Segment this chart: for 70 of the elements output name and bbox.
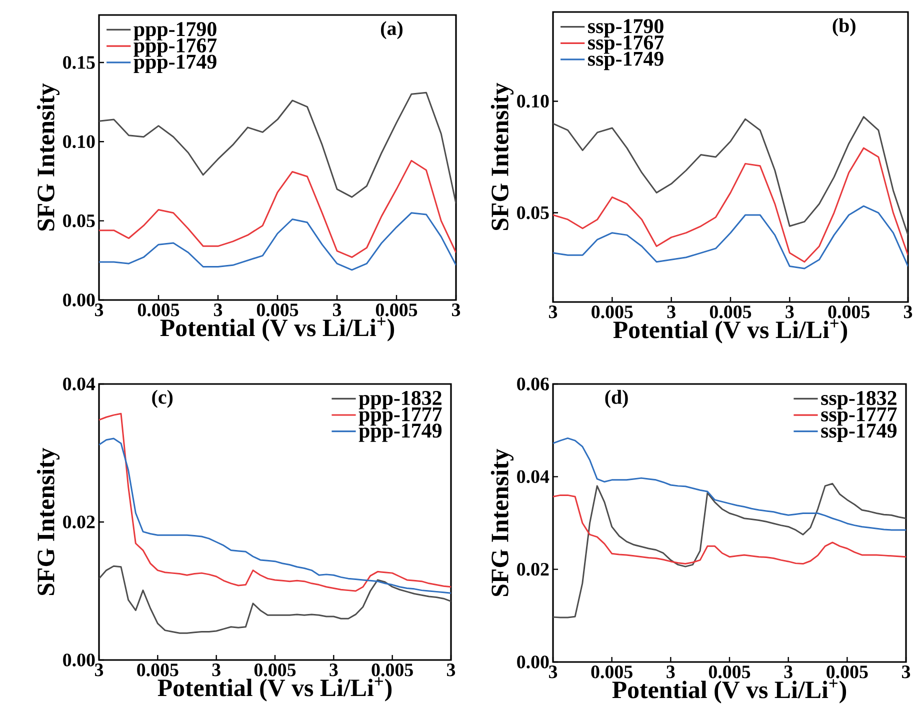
x-tick-label: 3	[332, 304, 342, 316]
legend-label: ppp-1777	[358, 407, 442, 426]
y-tick-label: 0.00	[517, 656, 549, 668]
x-tick-label: 0.005	[372, 664, 413, 676]
x-tick-label: 3	[666, 666, 675, 678]
line-series	[99, 92, 456, 204]
y-tick-label: 0.00	[63, 654, 95, 666]
x-tick-label: 0.005	[138, 304, 180, 316]
legend-label: ssp-1749	[821, 424, 897, 442]
x-tick-label: 3	[786, 306, 794, 318]
x-tick-label: 0.005	[591, 666, 632, 678]
y-tick-label: 0.05	[63, 214, 95, 228]
line-series	[99, 160, 456, 258]
x-tick-label: 3	[548, 666, 558, 678]
x-tick-label: 3	[902, 666, 910, 678]
y-tick-label: 0.10	[63, 135, 95, 148]
x-tick-label: 0.005	[826, 666, 868, 678]
y-tick-label: 0.10	[517, 94, 549, 108]
x-tick-label: 3	[904, 306, 912, 318]
y-tick-label: 0.02	[517, 562, 549, 576]
y-tick-label: 0.00	[63, 294, 95, 306]
x-tick-label: 0.005	[376, 304, 418, 316]
y-tick-label: 0.06	[517, 378, 549, 390]
y-axis-title: SFG Intensity	[36, 83, 60, 231]
x-tick-label: 3	[212, 664, 220, 676]
y-tick-label: 0.05	[517, 206, 549, 220]
x-tick-label: 0.005	[256, 304, 298, 316]
x-tick-label: 3	[214, 304, 222, 316]
legend-label: ssp-1790	[588, 19, 664, 38]
x-tick-label: 0.005	[828, 306, 870, 318]
x-axis-title: Potential (V vs Li/Li$^{+}$)	[613, 319, 848, 344]
y-tick-label: 0.04	[63, 378, 96, 390]
x-axis-title: Potential (V vs Li/Li$^{+}$)	[158, 677, 392, 702]
chart-title: (a)	[381, 21, 402, 40]
line-series	[553, 116, 908, 236]
chart-title: (d)	[605, 390, 628, 408]
x-tick-label: 3	[784, 666, 792, 678]
legend-label: ppp-1790	[134, 22, 216, 40]
y-axis-title: SFG Intensity	[36, 448, 60, 596]
x-tick-label: 0.005	[710, 306, 752, 318]
x-tick-label: 3	[667, 306, 676, 318]
x-tick-label: 0.005	[254, 664, 296, 676]
legend-label: ssp-1749	[588, 52, 664, 70]
y-tick-label: 0.04	[517, 470, 550, 484]
y-axis-title: SFG Intensity	[490, 448, 514, 596]
x-tick-label: 3	[330, 664, 338, 676]
legend-label: ssp-1832	[821, 390, 896, 410]
x-tick-label: 0.005	[708, 666, 750, 678]
x-tick-label: 3	[94, 664, 104, 676]
x-tick-label: 3	[452, 304, 460, 316]
x-tick-label: 0.005	[592, 306, 633, 318]
legend-label: ssp-1767	[588, 35, 664, 54]
legend-label: ssp-1777	[821, 407, 897, 426]
chart-title: (b)	[832, 18, 856, 36]
line-series	[553, 147, 908, 263]
x-axis-title: Potential (V vs Li/Li$^{+}$)	[160, 317, 394, 342]
legend-label: ppp-1767	[134, 38, 217, 57]
x-tick-label: 0.005	[137, 664, 178, 676]
legend-label: ppp-1749	[134, 54, 216, 74]
legend-label: ppp-1749	[358, 424, 442, 442]
legend-label: ppp-1832	[358, 390, 442, 410]
x-tick-label: 3	[94, 304, 104, 316]
x-tick-label: 3	[548, 306, 558, 318]
y-tick-label: 0.02	[63, 516, 95, 528]
y-tick-label: 0.15	[63, 56, 95, 69]
x-axis-title: Potential (V vs Li/Li$^{+}$)	[612, 679, 846, 704]
line-series	[553, 482, 906, 618]
chart-title: (c)	[152, 390, 173, 408]
y-axis-title: SFG Intensity	[490, 82, 514, 230]
x-tick-label: 3	[446, 664, 456, 676]
